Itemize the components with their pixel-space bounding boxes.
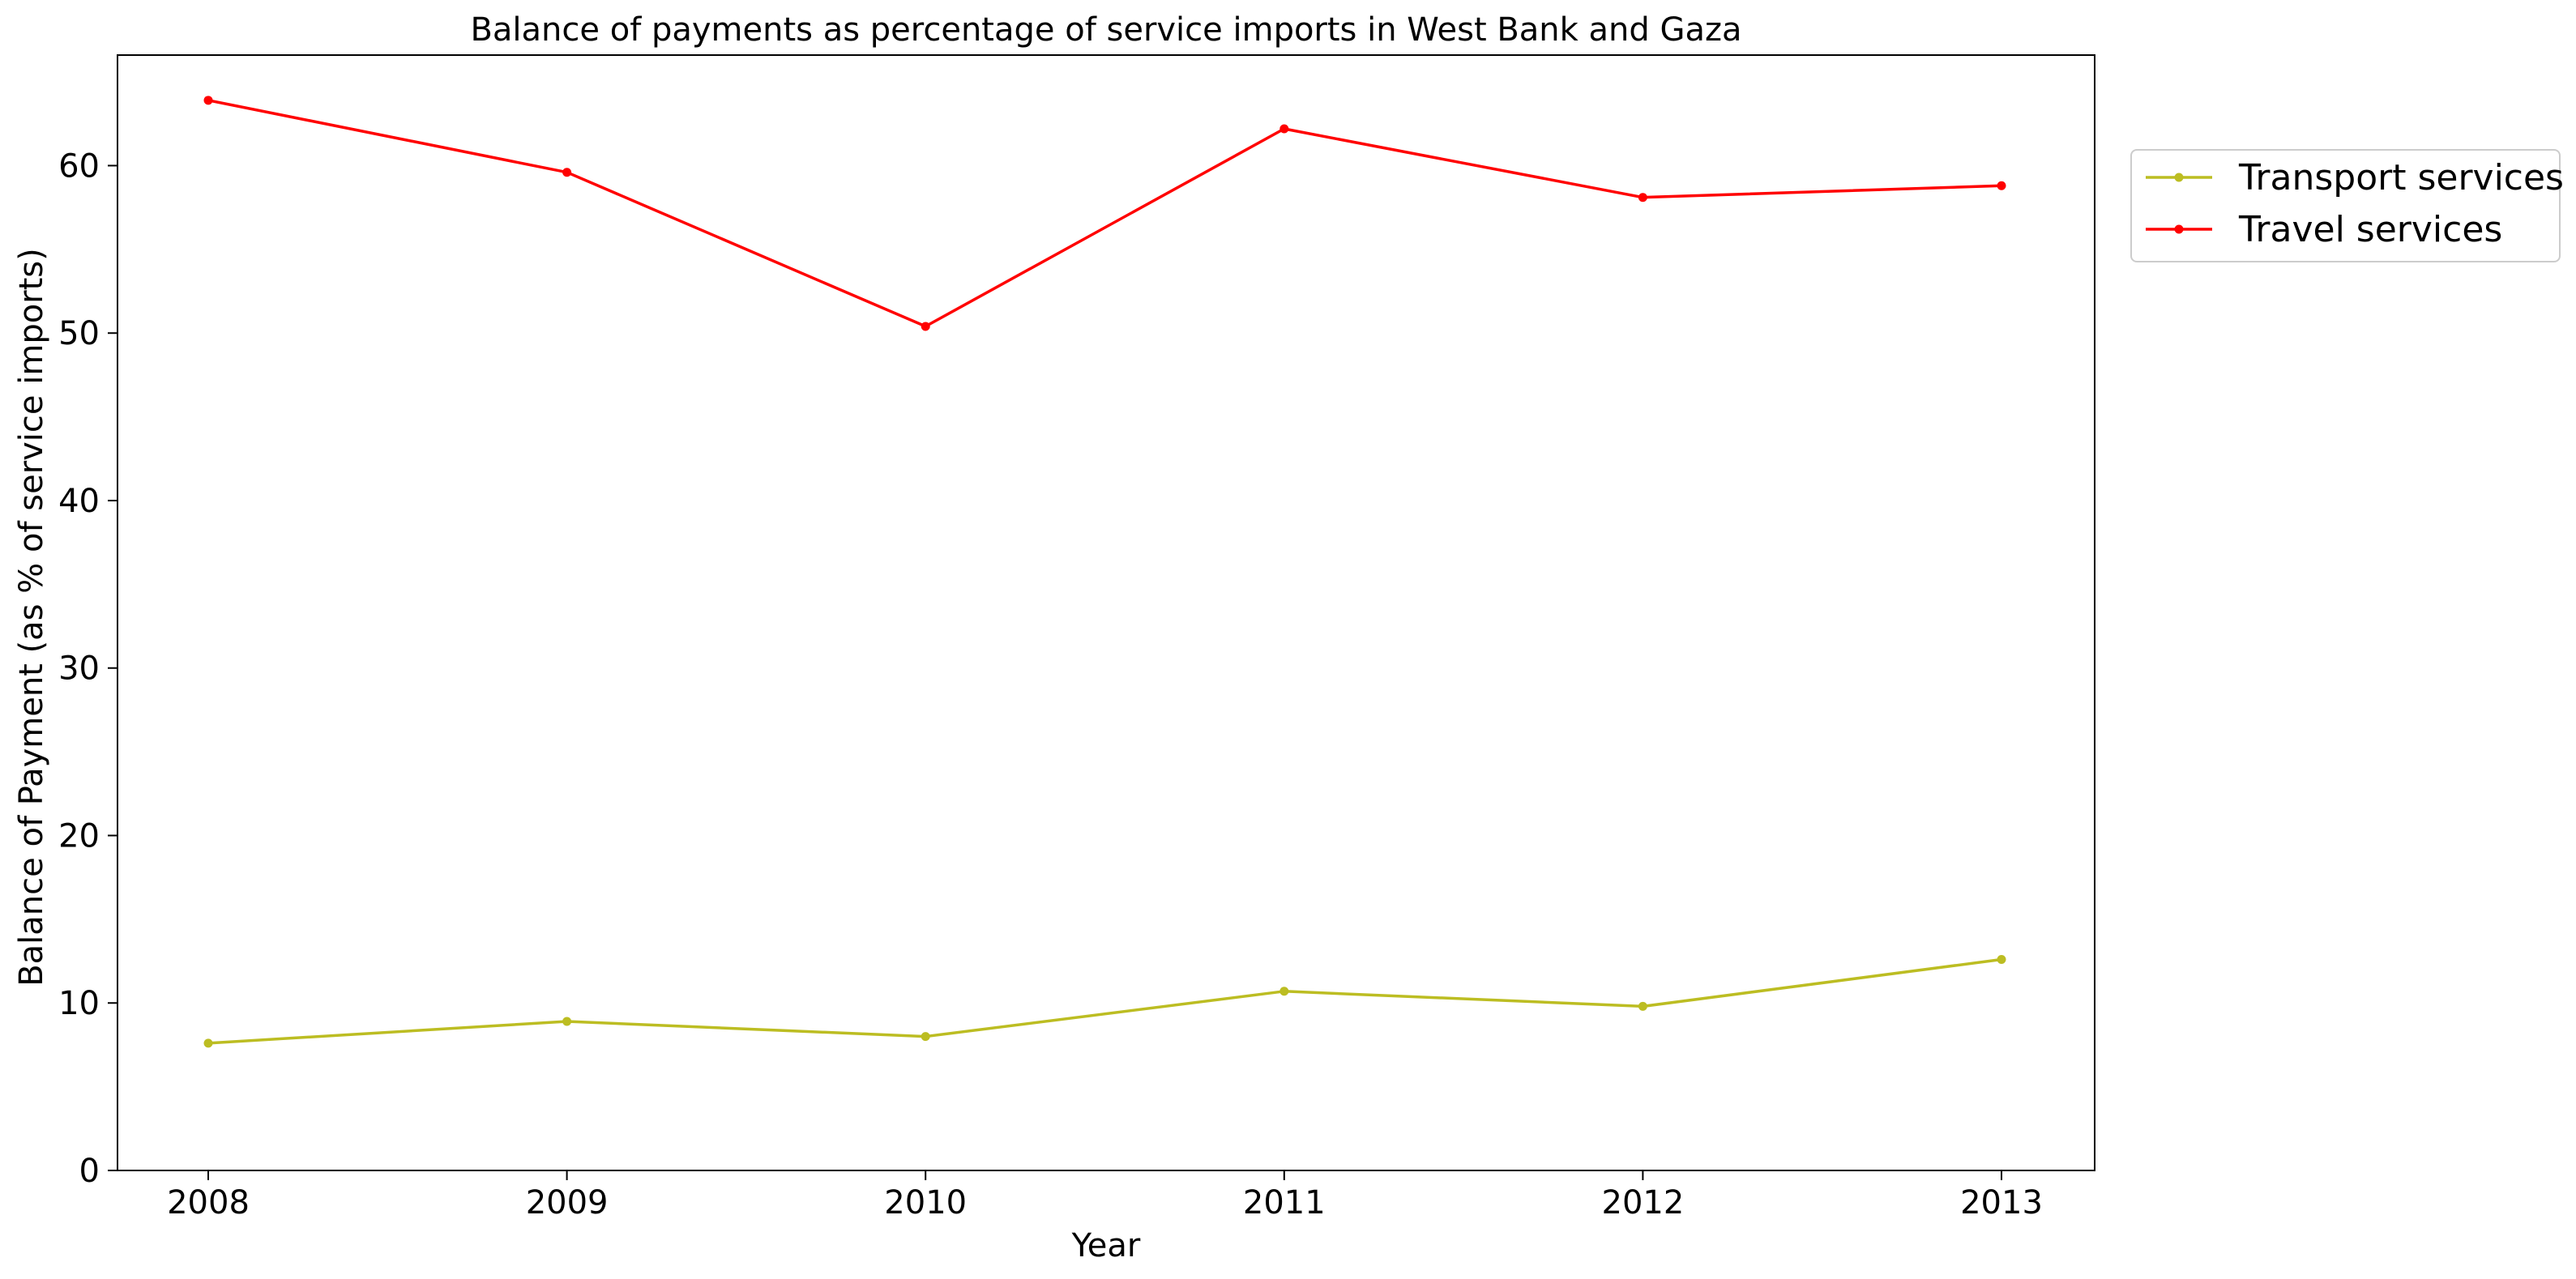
legend: Transport services Travel services: [2130, 149, 2564, 262]
data-point: [1638, 193, 1647, 203]
data-point: [203, 1038, 213, 1048]
series-line: [207, 957, 2002, 1045]
y-axis: 0 10 20 30 40 50 60: [58, 147, 117, 1190]
y-tick-label: 10: [58, 985, 100, 1022]
legend-label: Travel services: [2238, 209, 2502, 250]
y-axis-title: Balance of Payment (as % of service impo…: [13, 248, 50, 987]
x-tick-label: 2009: [526, 1184, 609, 1221]
series-1: [203, 954, 2006, 1048]
plot-frame: [117, 54, 2095, 1171]
y-tick-label: 40: [58, 483, 100, 520]
x-axis: 2008 2009 2010 2011 2012 2013: [167, 1170, 2043, 1221]
x-tick-label: 2011: [1243, 1184, 1326, 1221]
y-tick-label: 0: [79, 1153, 100, 1190]
x-tick-label: 2013: [1960, 1184, 2043, 1221]
x-axis-title: Year: [1071, 1227, 1141, 1264]
x-tick-label: 2012: [1602, 1184, 1685, 1221]
data-point: [562, 1017, 572, 1026]
legend-item: Travel services: [2146, 209, 2502, 250]
x-tick-label: 2008: [167, 1184, 250, 1221]
data-point: [1638, 1001, 1647, 1011]
legend-marker: [2174, 173, 2184, 182]
data-point: [203, 96, 213, 105]
data-point: [1997, 954, 2006, 964]
legend-marker: [2174, 224, 2184, 234]
legend-label: Transport services: [2238, 157, 2564, 198]
y-tick-label: 30: [58, 650, 100, 688]
data-point: [562, 168, 572, 177]
data-point: [1279, 124, 1289, 134]
series-2: [203, 96, 2006, 331]
series-line: [207, 99, 2002, 328]
data-point: [921, 1032, 930, 1042]
x-tick-label: 2010: [884, 1184, 967, 1221]
legend-item: Transport services: [2146, 157, 2564, 198]
y-tick-label: 50: [58, 315, 100, 352]
data-point: [1997, 181, 2006, 190]
legend-box: [2130, 149, 2561, 262]
y-tick-label: 20: [58, 817, 100, 855]
plot-area: [117, 54, 2095, 1171]
chart-title: Balance of payments as percentage of ser…: [470, 11, 1741, 49]
data-point: [921, 322, 930, 331]
data-point: [1279, 987, 1289, 996]
y-tick-label: 60: [58, 147, 100, 185]
